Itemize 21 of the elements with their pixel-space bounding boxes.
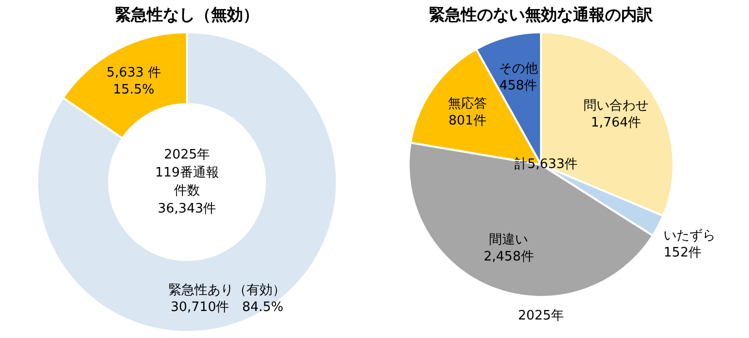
slice-label: 無応答 bbox=[448, 96, 487, 112]
chart-title: 緊急性なし（無効） bbox=[115, 4, 259, 24]
slice-label: 緊急性あり（有効） bbox=[168, 282, 286, 298]
data-label: 1,764件 bbox=[590, 116, 642, 131]
data-label: 2,458件 bbox=[484, 250, 534, 265]
text: 119番通報 bbox=[155, 165, 219, 180]
data-label: 5,633 件 15.5% bbox=[106, 65, 161, 98]
data-label: 152件 bbox=[664, 246, 702, 261]
slice-label: その他 bbox=[498, 61, 538, 76]
data-label: 30,710件 84.5% bbox=[170, 300, 284, 315]
text: 36,343件 bbox=[158, 201, 216, 216]
text: 計5,633件 bbox=[514, 156, 578, 172]
text: 2025年 bbox=[518, 308, 564, 324]
text: 件数 bbox=[174, 183, 200, 198]
text: 2025年 bbox=[164, 147, 210, 162]
slice-label: 間違い bbox=[489, 232, 528, 248]
data-label: 801件 bbox=[448, 114, 486, 129]
slice-label: 問い合わせ bbox=[583, 98, 648, 114]
slice-label: いたずら bbox=[664, 228, 716, 244]
chart-title: 緊急性のない無効な通報の内訳 bbox=[429, 4, 654, 24]
data-label: 458件 bbox=[499, 78, 538, 94]
